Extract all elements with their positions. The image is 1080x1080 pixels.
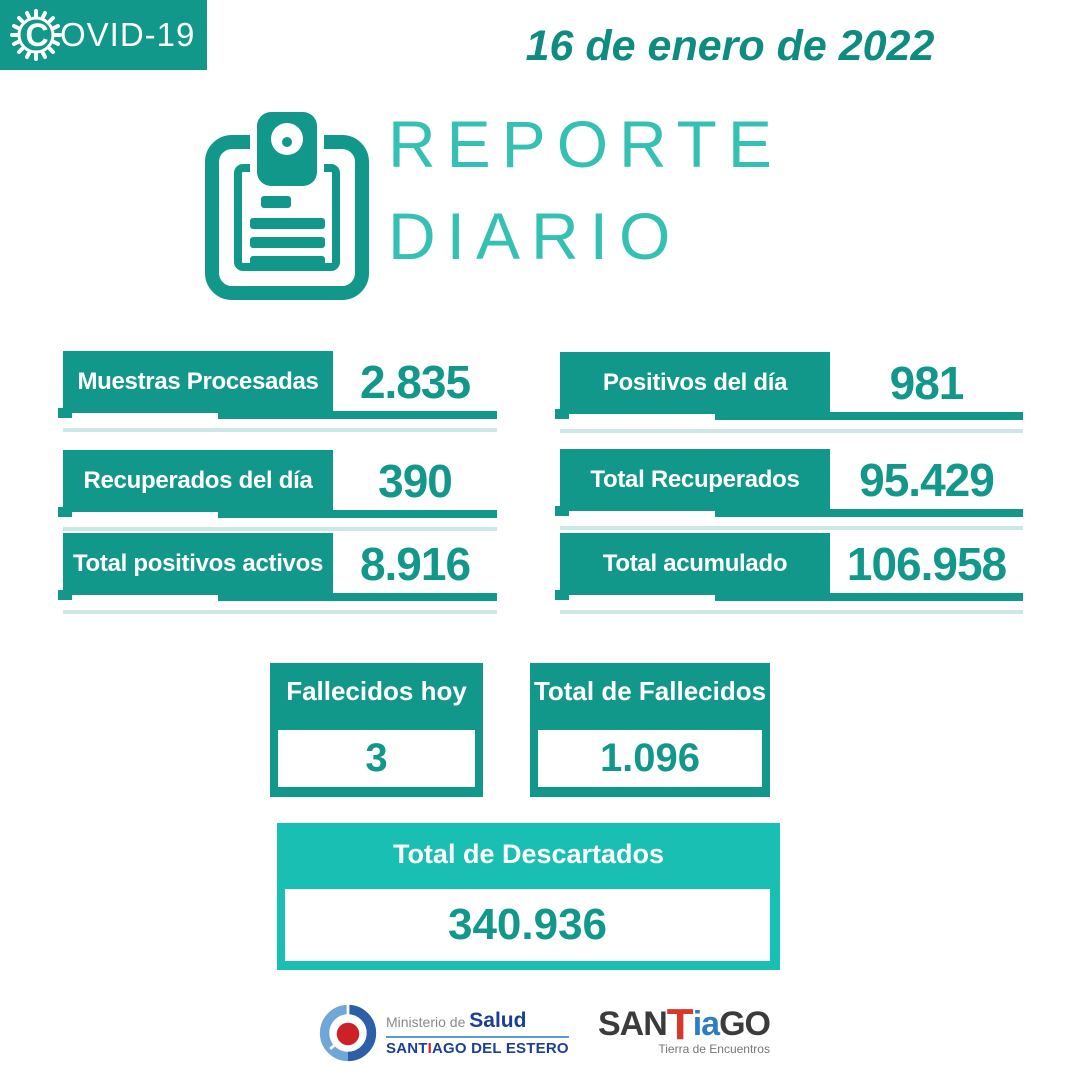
santiago-tagline: Tierra de Encuentros bbox=[658, 1042, 770, 1056]
stat-label: Total acumulado bbox=[555, 533, 830, 600]
stat-value: 8.916 bbox=[359, 538, 471, 590]
stat-label: Positivos del día bbox=[555, 352, 830, 419]
stat-label-text: Muestras Procesadas bbox=[77, 368, 319, 395]
santiago-part-san: SAN bbox=[598, 1005, 668, 1043]
stat-underline bbox=[715, 412, 1023, 420]
page-title: REPORTE DIARIO bbox=[388, 98, 783, 282]
stat-separator bbox=[63, 610, 497, 614]
stat-separator bbox=[560, 610, 1023, 614]
stat-underline bbox=[218, 411, 497, 419]
santiago-wordmark: SANTiaGO bbox=[598, 1003, 771, 1047]
stat-underline bbox=[218, 510, 497, 518]
footer: Ministerio de Salud SANTIAGO DEL ESTERO … bbox=[0, 1000, 1080, 1080]
stat-label: Muestras Procesadas bbox=[58, 351, 333, 418]
santiago-part-i: i bbox=[692, 1005, 703, 1043]
ministry-line2: SANTIAGO DEL ESTERO bbox=[386, 1040, 569, 1057]
discard-label: Total de Descartados bbox=[392, 839, 665, 869]
santiago-part-t: T bbox=[666, 1000, 694, 1049]
stat-label-text: Positivos del día bbox=[602, 369, 788, 396]
title-line1: REPORTE bbox=[388, 107, 783, 181]
stat-value: 95.429 bbox=[859, 454, 995, 506]
ministry-text: Ministerio de Salud SANTIAGO DEL ESTERO bbox=[386, 1009, 569, 1057]
santiago-part-go: GO bbox=[719, 1005, 771, 1043]
stat-row-positivos-dia: Positivos del día 981 bbox=[555, 352, 1023, 433]
death-value: 3 bbox=[278, 730, 475, 787]
stat-value: 2.835 bbox=[359, 356, 471, 408]
stat-label-text: Recuperados del día bbox=[83, 467, 313, 494]
total-descartados-box: Total de Descartados 340.936 bbox=[277, 823, 780, 970]
stat-separator bbox=[63, 428, 497, 432]
report-date: 16 de enero de 2022 bbox=[525, 22, 935, 70]
stat-underline bbox=[715, 509, 1023, 517]
stat-row-positivos-activos: Total positivos activos 8.916 bbox=[58, 533, 497, 614]
santiago-province-logo: SANTiaGO Tierra de Encuentros bbox=[598, 1003, 771, 1057]
stat-value: 106.958 bbox=[846, 538, 1007, 590]
stat-separator bbox=[63, 527, 497, 531]
ministry-line2-a: SANT bbox=[386, 1040, 428, 1057]
stat-separator bbox=[560, 526, 1023, 530]
ministry-line2-i: I bbox=[427, 1040, 433, 1057]
stat-label-text: Total positivos activos bbox=[72, 550, 324, 577]
death-label: Total de Fallecidos bbox=[533, 676, 767, 706]
stat-row-muestras: Muestras Procesadas 2.835 bbox=[58, 351, 497, 432]
stat-row-total-acumulado: Total acumulado 106.958 bbox=[555, 533, 1023, 614]
ministry-emblem-icon bbox=[319, 1003, 377, 1062]
stat-row-total-recuperados: Total Recuperados 95.429 bbox=[555, 449, 1023, 530]
badge-text: OVID-19 bbox=[60, 16, 196, 53]
santiago-part-a: a bbox=[701, 1005, 720, 1043]
clipboard-icon bbox=[205, 106, 369, 300]
title-line2: DIARIO bbox=[388, 199, 682, 273]
fallecidos-hoy-box: Fallecidos hoy 3 bbox=[270, 663, 483, 797]
stat-label-text: Total Recuperados bbox=[590, 466, 800, 493]
stat-label: Recuperados del día bbox=[58, 450, 333, 517]
discard-value: 340.936 bbox=[285, 889, 770, 961]
ministry-line1: Ministerio de Salud bbox=[386, 1009, 569, 1035]
stat-row-recuperados-dia: Recuperados del día 390 bbox=[58, 450, 497, 531]
ministry-pre-text: Ministerio de bbox=[386, 1014, 470, 1030]
ministry-bold-text: Salud bbox=[469, 1009, 527, 1032]
death-label: Fallecidos hoy bbox=[286, 676, 467, 706]
stat-label-text: Total acumulado bbox=[602, 550, 788, 577]
covid19-badge: C OVID-19 bbox=[0, 0, 207, 70]
ministry-divider bbox=[386, 1036, 569, 1038]
virus-icon: C bbox=[10, 9, 62, 61]
stat-label: Total positivos activos bbox=[58, 533, 333, 600]
stat-separator bbox=[560, 429, 1023, 433]
stat-underline bbox=[218, 593, 497, 601]
stat-value: 981 bbox=[889, 357, 965, 409]
death-value: 1.096 bbox=[538, 730, 762, 787]
stat-underline bbox=[715, 593, 1023, 601]
ministry-of-health-logo: Ministerio de Salud SANTIAGO DEL ESTERO bbox=[318, 1003, 569, 1063]
total-fallecidos-box: Total de Fallecidos 1.096 bbox=[530, 663, 770, 797]
stat-value: 390 bbox=[378, 455, 453, 507]
badge-letter-c: C bbox=[25, 17, 48, 53]
stat-label: Total Recuperados bbox=[555, 449, 830, 516]
ministry-line2-b: AGO DEL ESTERO bbox=[432, 1040, 569, 1057]
